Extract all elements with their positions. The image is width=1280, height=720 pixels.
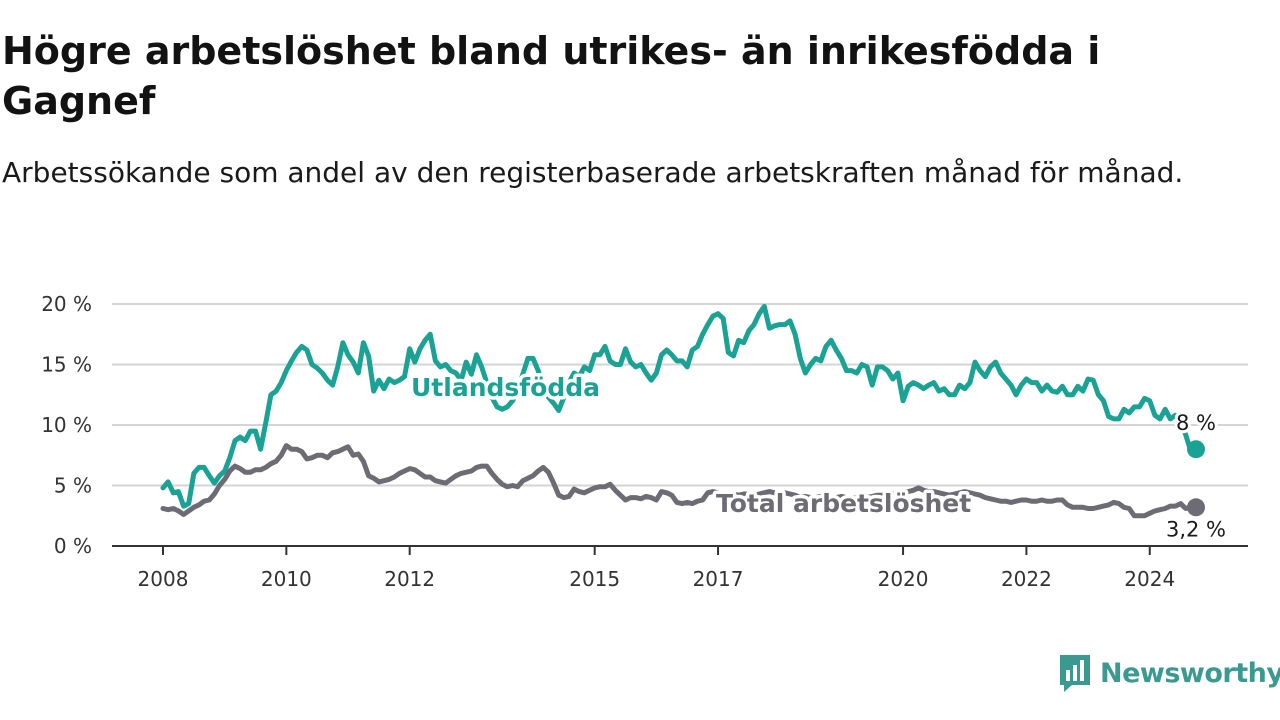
x-tick-label: 2022 <box>1001 567 1052 591</box>
series-end-label: 3,2 % <box>1166 517 1226 541</box>
series-end-label: 8 % <box>1176 411 1216 435</box>
x-tick-label: 2015 <box>569 567 620 591</box>
chart-title: Högre arbetslöshet bland utrikes- än inr… <box>2 29 1101 123</box>
series-label-utlandsfodda: Utlandsfödda <box>411 373 600 402</box>
x-tick-label: 2017 <box>693 567 744 591</box>
y-tick-label: 0 % <box>54 534 92 558</box>
y-tick-label: 15 % <box>41 353 92 377</box>
x-tick-label: 2012 <box>384 567 435 591</box>
y-tick-label: 10 % <box>41 413 92 437</box>
brand-name: Newsworthy <box>1100 657 1280 689</box>
x-tick-label: 2010 <box>261 567 312 591</box>
bar-chart-flag-icon <box>1060 655 1090 692</box>
series-label-total: Total arbetslöshet <box>716 489 971 518</box>
series-line-utlandsfodda <box>160 303 1199 509</box>
x-tick-label: 2020 <box>878 567 929 591</box>
y-tick-label: 5 % <box>54 474 92 498</box>
series-line-total <box>160 443 1199 519</box>
series-end-marker <box>1187 498 1205 517</box>
series-end-marker <box>1187 440 1205 459</box>
x-tick-label: 2024 <box>1124 567 1175 591</box>
y-tick-label: 20 % <box>41 292 92 316</box>
x-tick-label: 2008 <box>138 567 189 591</box>
brand-logo: Newsworthy <box>1058 653 1280 693</box>
chart-subtitle: Arbetssökande som andel av den registerb… <box>2 156 1184 189</box>
